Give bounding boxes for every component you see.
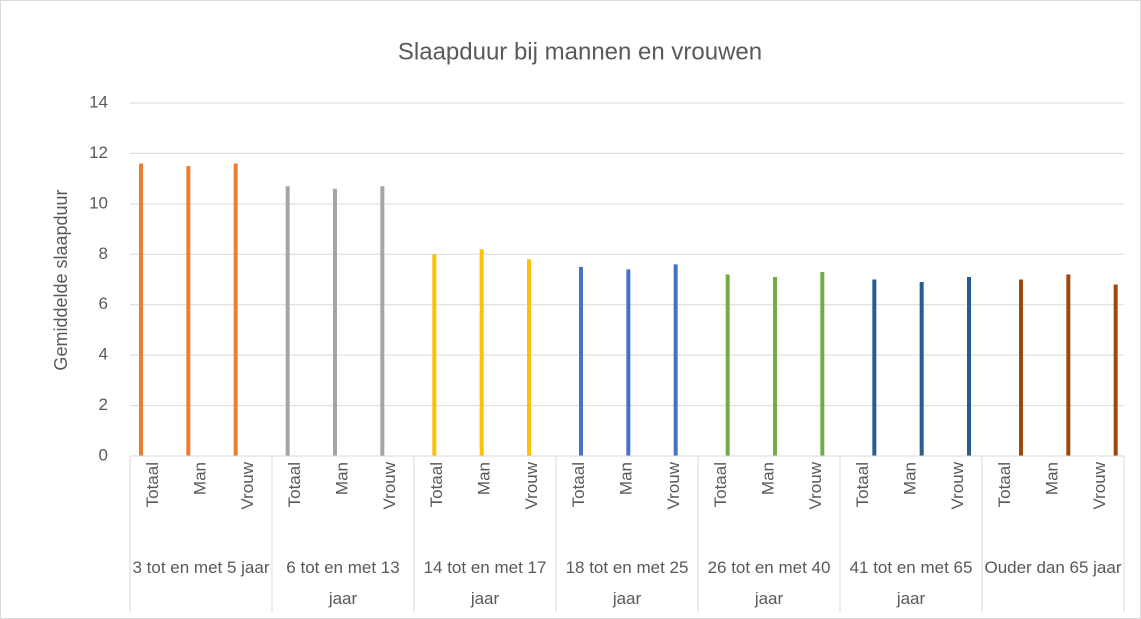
group-label: 14 tot en met 17 jaar [423,558,547,608]
bar [967,276,971,456]
y-tick-label: 8 [99,244,108,263]
group-label: 26 tot en met 40 jaar [707,558,831,608]
bar [333,188,337,456]
group-label: Ouder dan 65 jaar [984,558,1122,577]
bar [579,266,583,456]
bar [527,259,531,456]
chart-title: Slaapduur bij mannen en vrouwen [398,38,762,65]
x-tick-label: Totaal [995,462,1014,507]
x-tick-label: Man [190,462,209,495]
x-tick-label: Vrouw [380,461,399,509]
bar [479,249,484,456]
bar [626,269,631,456]
x-tick-label: Man [758,462,777,495]
group-label: 6 tot en met 13 jaar [286,558,400,608]
y-tick-label: 12 [89,143,108,162]
bar [919,282,924,456]
x-tick-label: Totaal [853,462,872,507]
bar [432,254,437,456]
x-tick-label: Man [1042,462,1061,495]
bar [773,276,777,456]
x-tick-label: Man [332,462,351,495]
x-tick-label: Man [474,462,493,495]
x-tick-label: Vrouw [522,461,541,509]
x-tick-label: Totaal [711,462,730,507]
bar [285,186,290,456]
bar [820,271,825,456]
group-label: 3 tot en met 5 jaar [132,558,270,577]
x-tick-label: Totaal [427,462,446,507]
x-tick-label: Totaal [285,462,304,507]
x-tick-label: Vrouw [664,461,683,509]
y-tick-label: 10 [89,193,108,212]
x-tick-label: Man [616,462,635,495]
bar [139,163,143,456]
y-tick-label: 14 [89,92,108,111]
bar [1113,284,1118,456]
group-label: 18 tot en met 25 jaar [565,558,689,608]
bar [872,279,877,456]
x-tick-label: Vrouw [238,461,257,509]
group-label: 41 tot en met 65 jaar [849,558,973,608]
y-tick-label: 2 [99,395,108,414]
bar [1019,279,1023,456]
y-tick-label: 6 [99,294,108,313]
y-tick-label: 4 [99,345,108,364]
x-tick-label: Totaal [569,462,588,507]
bar [1066,274,1071,456]
bar [673,264,678,456]
bar [233,163,238,456]
bar [186,166,191,457]
bar [380,186,385,456]
y-tick-label: 0 [99,445,108,464]
x-tick-label: Totaal [143,462,162,507]
y-axis-title: Gemiddelde slaapduur [51,189,71,370]
x-tick-label: Vrouw [948,461,967,509]
x-tick-label: Vrouw [1090,461,1109,509]
bar [725,274,730,456]
x-tick-label: Vrouw [806,461,825,509]
x-tick-label: Man [900,462,919,495]
